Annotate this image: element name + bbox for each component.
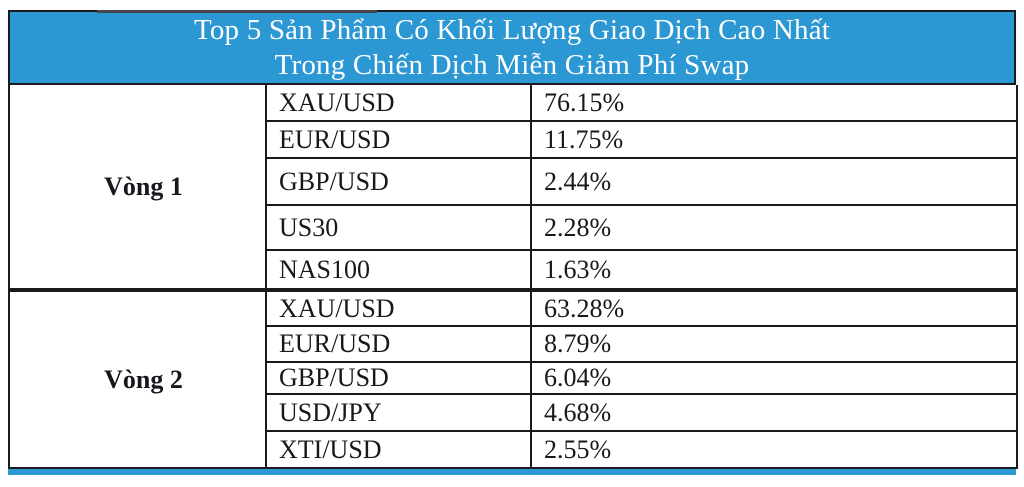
cropped-content-artifact — [97, 10, 377, 13]
page: { "title": { "line1": "Top 5 Sản Phẩm Có… — [0, 10, 1024, 487]
product-cell: XTI/USD — [265, 430, 532, 469]
share-cell: 2.28% — [530, 204, 1018, 251]
table-row: EUR/USD 8.79% — [9, 325, 1018, 363]
table-title-banner: Top 5 Sản Phẩm Có Khối Lượng Giao Dịch C… — [8, 10, 1016, 85]
table-row: US30 2.28% — [9, 204, 1018, 251]
table-row: USD/JPY 4.68% — [9, 393, 1018, 432]
product-cell: XAU/USD — [265, 288, 532, 327]
title-line-1: Top 5 Sản Phẩm Có Khối Lượng Giao Dịch C… — [193, 13, 831, 46]
product-cell: GBP/USD — [265, 157, 532, 206]
share-cell: 8.79% — [530, 325, 1018, 363]
round-cell: Vòng 2 — [8, 288, 267, 469]
share-cell: 63.28% — [530, 288, 1018, 327]
product-cell: GBP/USD — [265, 361, 532, 395]
product-cell: NAS100 — [265, 249, 532, 291]
share-cell: 2.55% — [530, 430, 1018, 469]
product-cell: EUR/USD — [265, 325, 532, 363]
share-cell: 11.75% — [530, 120, 1018, 159]
share-cell: 6.04% — [530, 361, 1018, 395]
table-row: Vòng 1 XAU/USD 76.15% — [8, 85, 1018, 291]
share-cell: 2.44% — [530, 157, 1018, 206]
product-cell: XAU/USD — [265, 85, 532, 122]
table-row: Vòng 2 XAU/USD 63.28% — [8, 288, 1018, 469]
top-products-table: Vòng 1 XAU/USD 76.15% EUR/USD 11.75% GBP… — [8, 85, 1018, 469]
share-cell: 4.68% — [530, 393, 1018, 432]
table-row: XTI/USD 2.55% — [9, 430, 1018, 469]
table-row: EUR/USD 11.75% — [9, 120, 1018, 159]
title-line-2: Trong Chiến Dịch Miễn Giảm Phí Swap — [274, 48, 750, 81]
round-cell: Vòng 1 — [8, 85, 267, 291]
table-row: GBP/USD 6.04% — [9, 361, 1018, 395]
share-cell: 1.63% — [530, 249, 1018, 291]
footer-accent-bar — [8, 469, 1016, 475]
share-cell: 76.15% — [530, 85, 1018, 122]
product-cell: USD/JPY — [265, 393, 532, 432]
product-cell: EUR/USD — [265, 120, 532, 159]
table-row: NAS100 1.63% — [9, 249, 1018, 291]
table-row: GBP/USD 2.44% — [9, 157, 1018, 206]
product-cell: US30 — [265, 204, 532, 251]
